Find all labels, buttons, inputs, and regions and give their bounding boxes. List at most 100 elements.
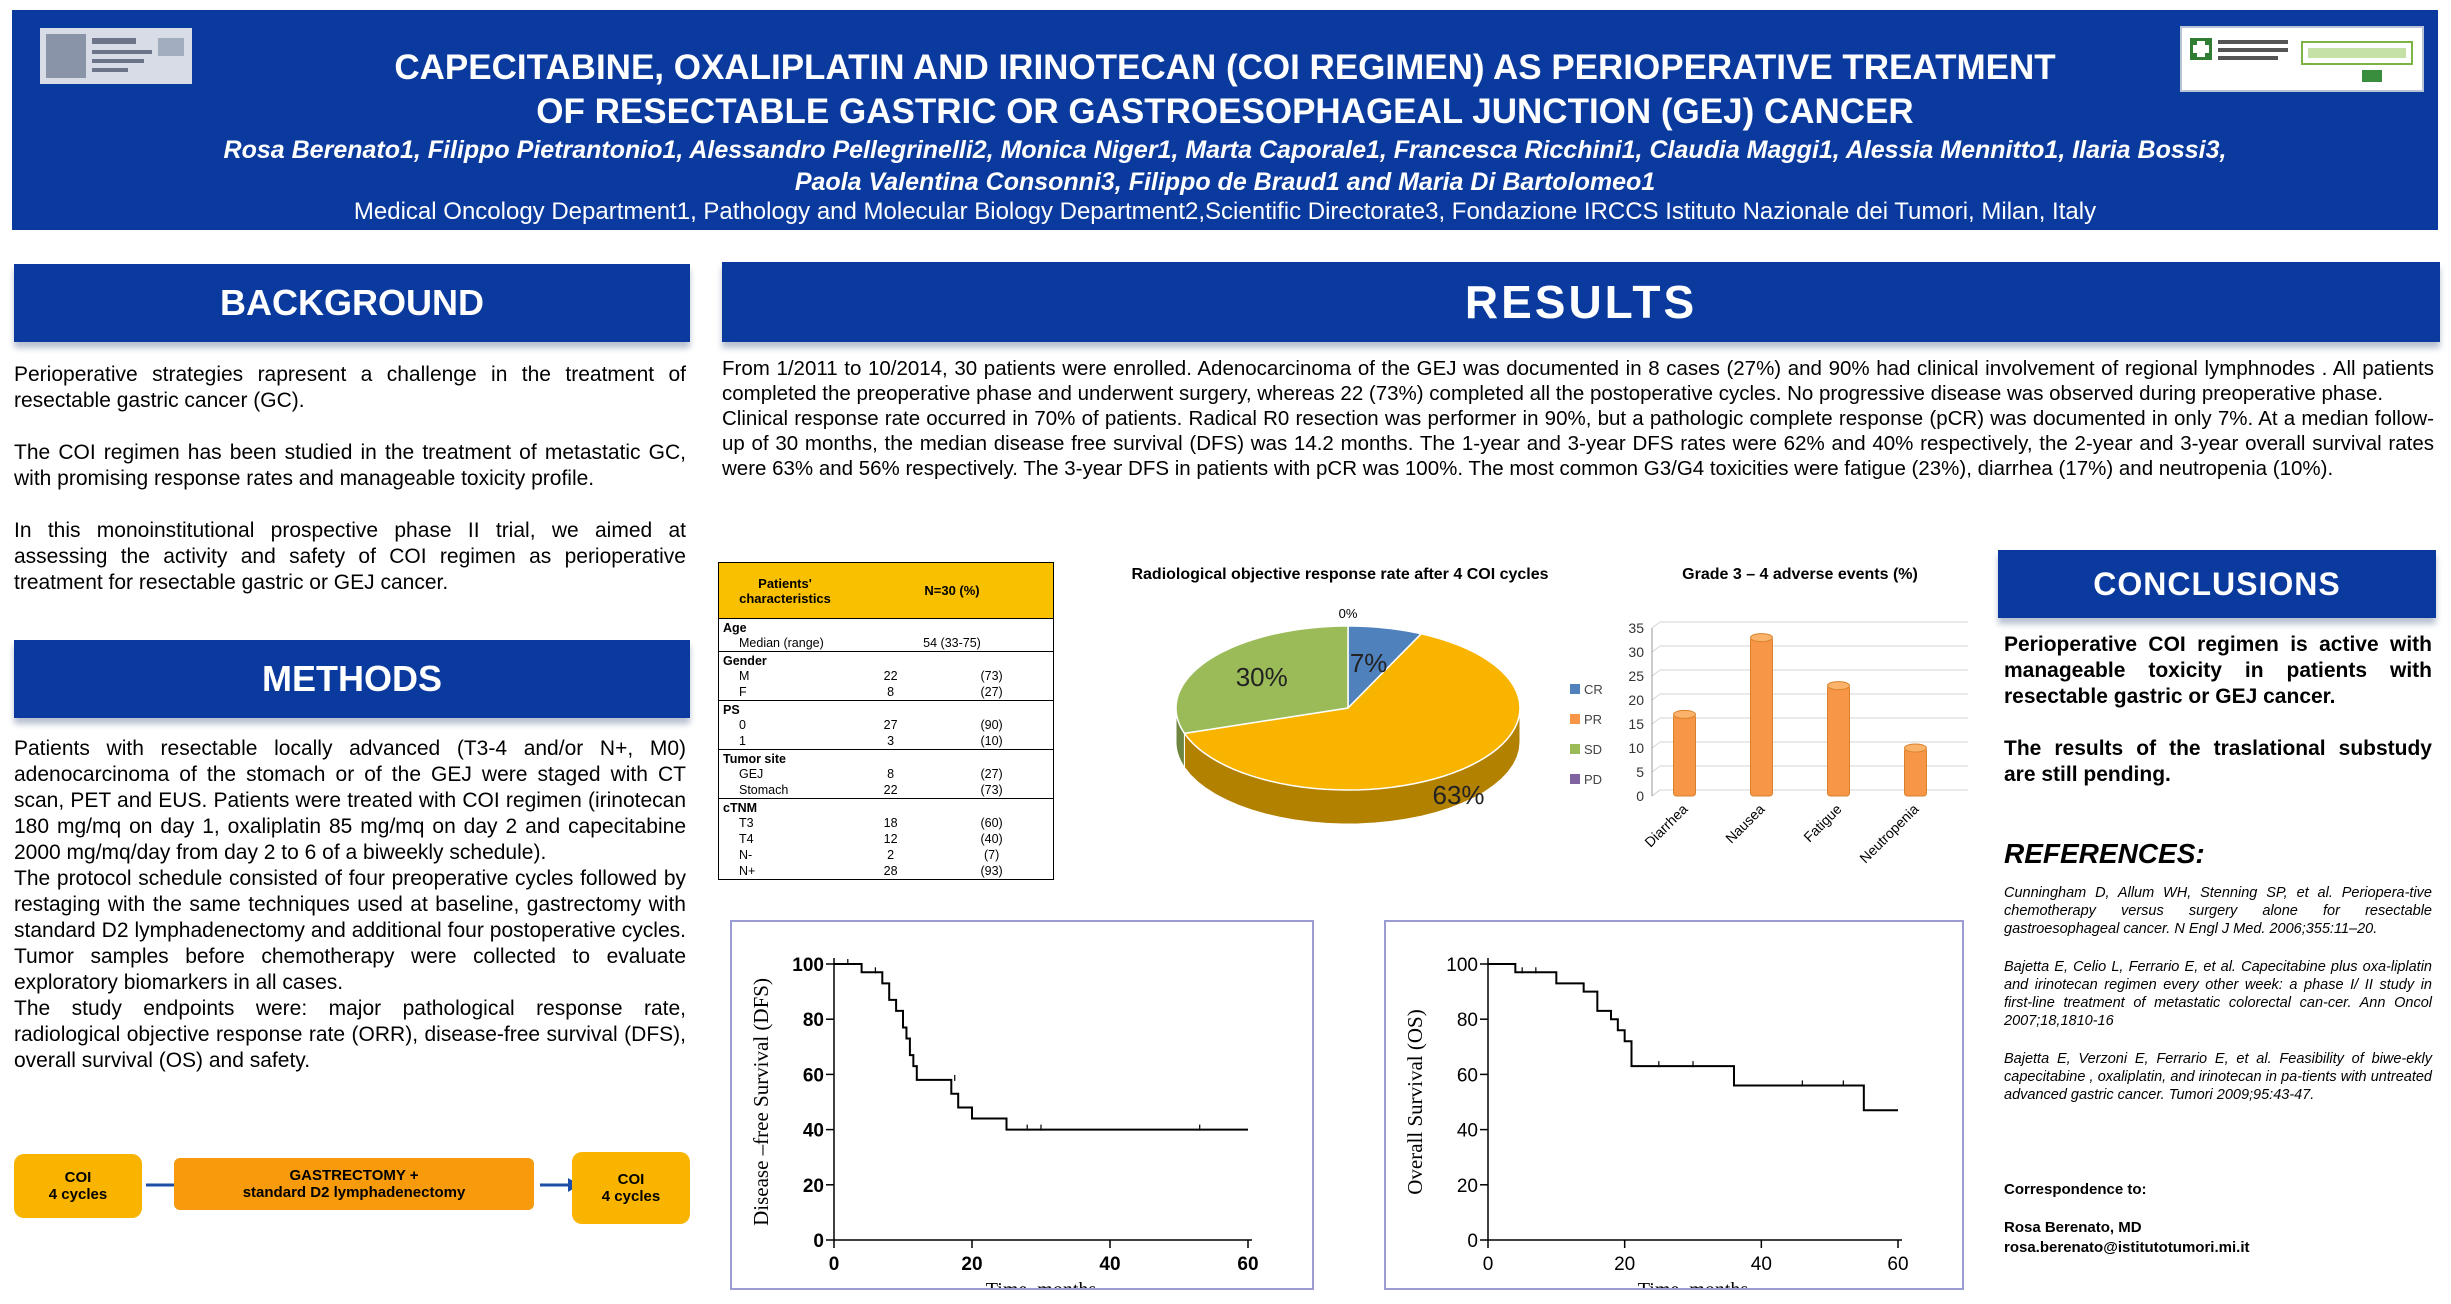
references-list: Cunningham D, Allum WH, Stenning SP, et …: [2004, 884, 2432, 1104]
pie-slice-sd: [1175, 625, 1349, 735]
x-tick-label: 40: [1751, 1254, 1772, 1275]
table-row: GEJ 8 (27): [719, 766, 1054, 782]
flow-box-line: GASTRECTOMY +: [289, 1167, 419, 1184]
table-row: T4 12 (40): [719, 831, 1054, 847]
table-cell: (40): [980, 832, 1003, 846]
institution-logo: [2180, 26, 2424, 92]
y-tick-label: 60: [1457, 1065, 1478, 1086]
os-km-curve: 0 20 40 60 80 100 0 20 40 60 Time, months Overall S…: [1384, 920, 1964, 1301]
table-cell: GEJ: [739, 767, 764, 781]
gridline: [1651, 693, 1661, 701]
chart-title: Radiological objective response rate aft…: [1131, 566, 1549, 583]
table-row: M 22 (73): [719, 668, 1054, 684]
correspondence-name: Rosa Berenato, MD: [2004, 1219, 2142, 1236]
y-tick-label: 30: [1628, 644, 1644, 660]
table-cell: (7): [983, 848, 1000, 862]
y-tick-label: 80: [803, 1010, 824, 1031]
legend-label: PR: [1584, 712, 1602, 727]
bar-chart-svg: 0 5 10 15 20 25 30 35 Diarrhea Nausea Fatigue Neutr…: [1570, 620, 1968, 866]
x-tick-label: 20: [961, 1254, 982, 1275]
methods-paragraph: Patients with resectable locally advance…: [14, 737, 686, 864]
conclusion-paragraph: Perioperative COI regimen is active with…: [2004, 633, 2432, 708]
y-tick-label: 20: [803, 1176, 824, 1197]
chart-title: Grade 3 – 4 adverse events (%): [1682, 566, 1918, 583]
table-cell: 22: [883, 783, 898, 797]
legend-label: CR: [1584, 682, 1603, 697]
dfs-km-curve: 0 20 40 60 80 100 0 20 40 60 Time, months Disease –…: [730, 920, 1314, 1301]
y-tick-label: 80: [1457, 1010, 1478, 1031]
table-group-row: PS: [718, 700, 1054, 717]
table-group-row: Gender: [718, 651, 1054, 668]
methods-paragraph: The study endpoints were: major patholog…: [14, 997, 686, 1072]
table-row: 0 27 (90): [719, 717, 1054, 733]
table-cell: (27): [980, 685, 1003, 699]
correspondence-email: rosa.berenato@istitutotumori.mi.it: [2004, 1239, 2250, 1256]
flow-box-line: 4 cycles: [601, 1188, 661, 1205]
table-cell: (90): [980, 718, 1003, 732]
table-group-row: cTNM: [718, 798, 1054, 815]
table-header: Patients' characteristics: [739, 575, 831, 606]
table-cell: (73): [980, 783, 1003, 797]
flow-box-line: 4 cycles: [48, 1186, 108, 1203]
table-cell: 0: [739, 718, 746, 732]
table-group-title: Age: [723, 621, 747, 635]
legend-swatch: [1570, 744, 1580, 754]
congress-logo-graphic: [40, 28, 192, 84]
y-tick-label: 35: [1628, 620, 1644, 636]
treatment-flow: COI 4 cycles GASTRECTOMY + standard D2 lym…: [14, 1152, 690, 1224]
gridline: [1651, 621, 1661, 629]
reference-item: Bajetta E, Verzoni E, Ferrario E, et al.…: [2004, 1051, 2432, 1103]
table-cell: (27): [980, 767, 1003, 781]
table-cell: 27: [883, 718, 898, 732]
y-tick-label: 60: [803, 1065, 824, 1086]
x-axis-label: Time, months: [986, 1279, 1097, 1288]
x-tick-label: Neutropenia: [1856, 801, 1921, 866]
institution-logo-graphic: [2190, 38, 2413, 82]
pie-chart-svg: 7% 63% 30% 0%: [1175, 606, 1521, 825]
adverse-events-bar-chart: Grade 3 – 4 adverse events (%) 0 5 10 15 20 2…: [1560, 562, 1980, 902]
correspondence-label: Correspondence to:: [2004, 1181, 2147, 1198]
flow-box-postop: COI 4 cycles: [572, 1152, 690, 1224]
reference-item: Cunningham D, Allum WH, Stenning SP, et …: [2004, 885, 2432, 937]
background-text: Perioperative strategies rapresent a cha…: [14, 362, 686, 596]
table-cell: 28: [883, 864, 898, 878]
bar-nausea: [1750, 637, 1773, 797]
orr-pie-chart: Radiological objective response rate aft…: [1080, 562, 1600, 902]
patient-characteristics-table: Patients' characteristics N=30 (%) Age Me…: [718, 562, 1054, 880]
results-heading: RESULTS: [722, 262, 2440, 342]
table-cell: (93): [980, 864, 1003, 878]
table-group-row: Age: [718, 618, 1054, 635]
references-title: REFERENCES:: [2004, 838, 2205, 869]
bar-neutropenia: [1904, 747, 1927, 797]
pie-data-label: 0%: [1339, 606, 1358, 621]
conclusions-text: Perioperative COI regimen is active with…: [2004, 632, 2432, 788]
affiliation: Medical Oncology Department1, Pathology …: [353, 198, 2097, 225]
bar-top: [1673, 709, 1696, 719]
legend-label: PD: [1584, 772, 1602, 787]
x-tick-label: Nausea: [1722, 801, 1768, 847]
dfs-curve-svg: 0 20 40 60 80 100 0 20 40 60 Time, months Disease –…: [749, 955, 1259, 1301]
conclusions-heading: CONCLUSIONS: [1998, 550, 2436, 618]
y-tick-label: 0: [1636, 788, 1644, 804]
title-line-1: CAPECITABINE, OXALIPLATIN AND IRINOTECAN…: [394, 48, 2056, 87]
table-group-title: PS: [723, 703, 740, 717]
gridline: [1651, 789, 1661, 797]
y-tick-label: 40: [803, 1121, 824, 1142]
x-tick-label: 60: [1237, 1254, 1258, 1275]
flow-box-preop: COI 4 cycles: [14, 1154, 142, 1218]
correspondence: Correspondence to: Rosa Berenato, MD ros…: [2004, 1180, 2434, 1258]
x-axis-label: Time, months: [1638, 1279, 1749, 1288]
x-tick-label: Diarrhea: [1641, 801, 1690, 850]
background-paragraph: Perioperative strategies rapresent a cha…: [14, 363, 686, 412]
y-tick-label: 0: [813, 1231, 824, 1252]
bar-diarrhea: [1673, 713, 1696, 797]
table-cell: N-: [739, 848, 753, 862]
table-cell: 8: [887, 767, 895, 781]
table-group-title: cTNM: [723, 801, 758, 815]
table-cell: 22: [883, 669, 898, 683]
x-tick-label: 20: [1614, 1254, 1635, 1275]
y-tick-label: 10: [1628, 740, 1644, 756]
table-cell: (60): [980, 816, 1003, 830]
flow-box-line: COI: [64, 1169, 92, 1186]
y-tick-label: 0: [1467, 1231, 1478, 1252]
